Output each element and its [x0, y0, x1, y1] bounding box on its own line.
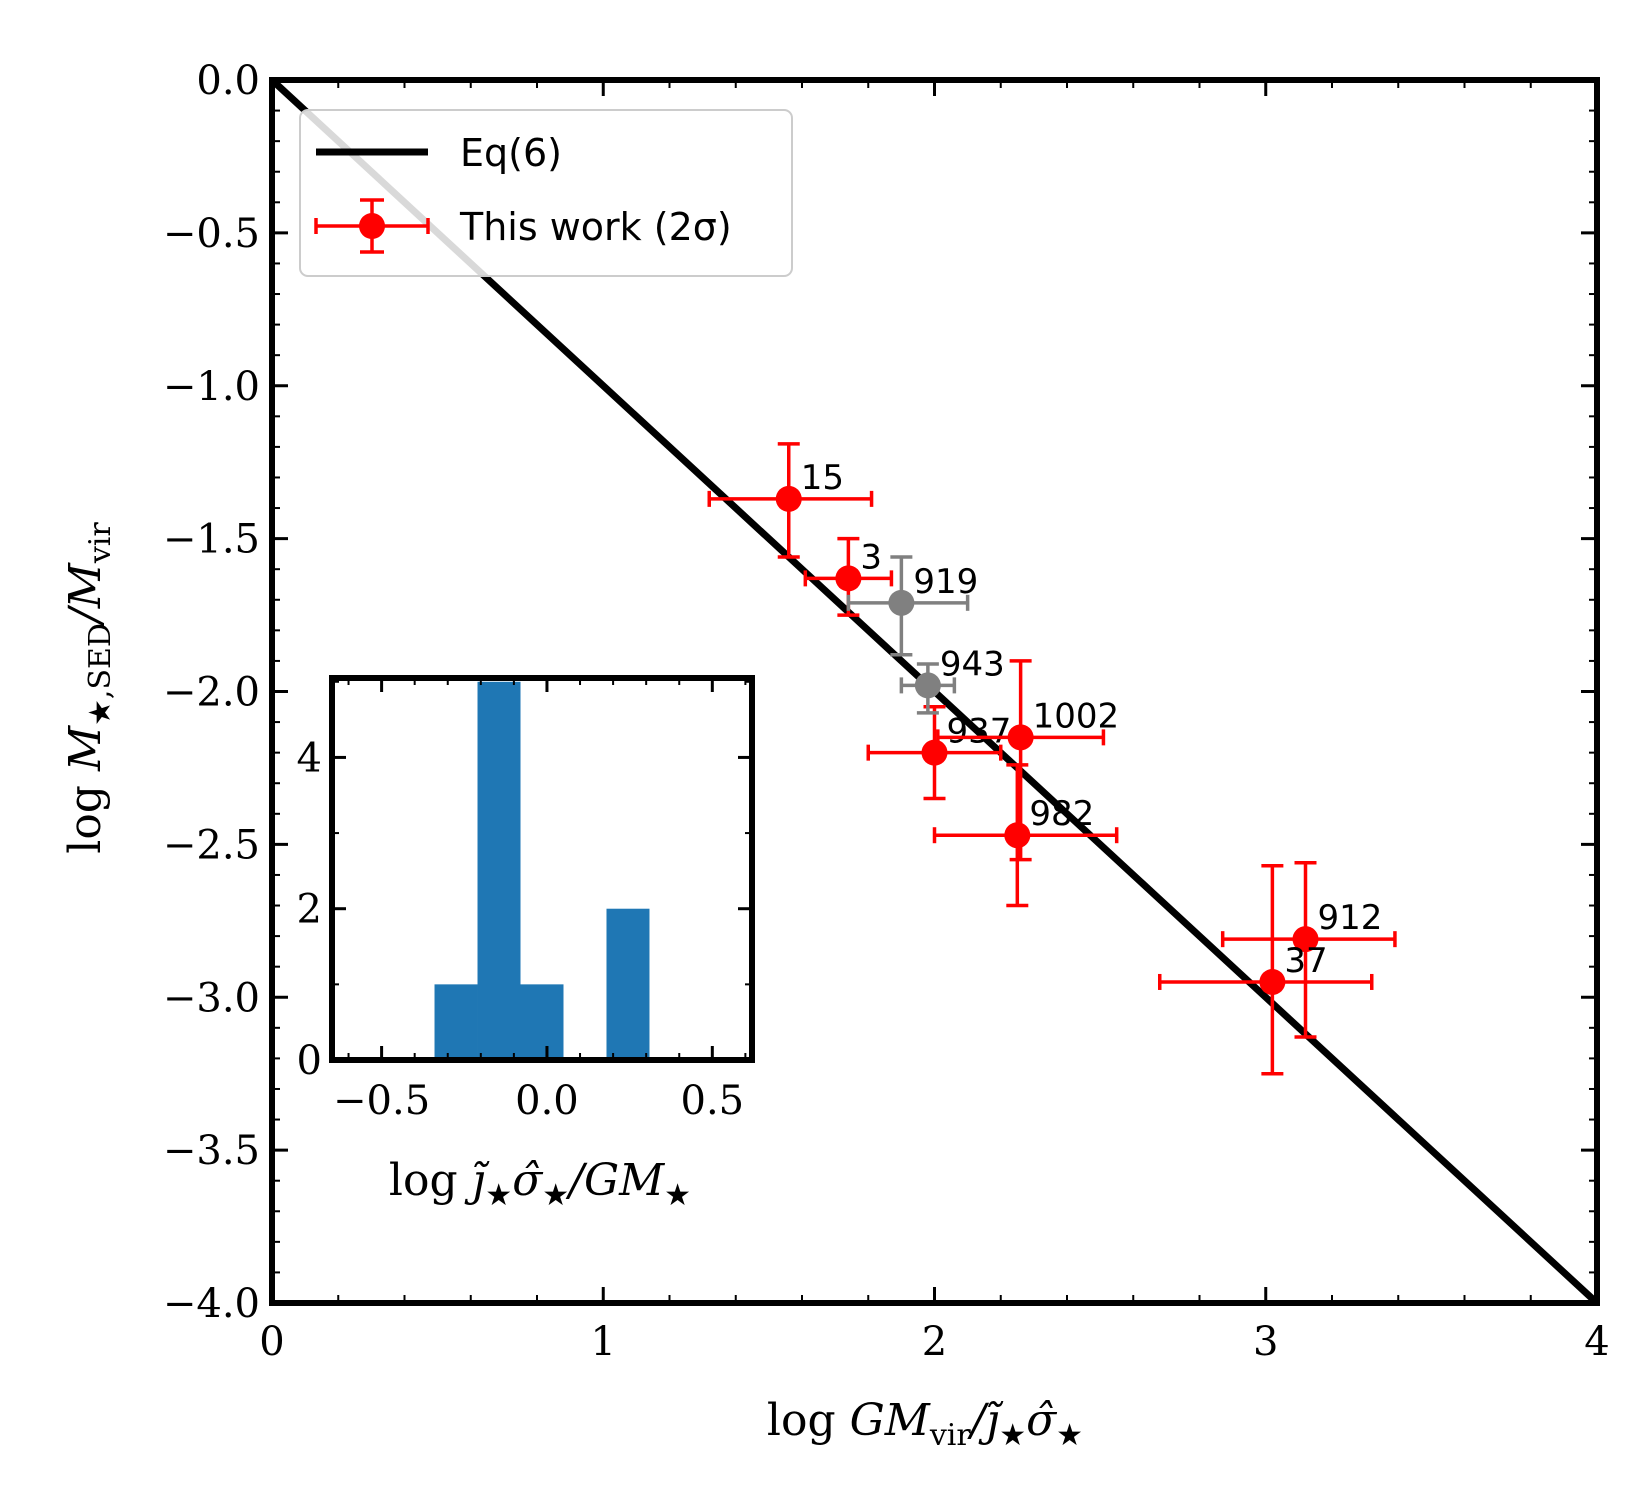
point-label: 37 — [1284, 941, 1327, 981]
histogram-bar — [477, 681, 521, 1060]
y-tick-label: −4.0 — [163, 1281, 260, 1327]
main-plot: 0 1 2 3 4 0.0 −0.5 −1.0 −1.5 −2.0 −2.5 −3.0 −3.5 −4.0… — [163, 58, 1610, 1365]
point-label: 3 — [860, 537, 882, 577]
legend-label-this-work: This work (2σ) — [459, 205, 732, 249]
x-tick-label: 2 — [922, 1319, 947, 1365]
data-point-37: 37 — [1158, 864, 1374, 1076]
legend: Eq(6) This work (2σ) — [299, 109, 793, 277]
data-point-912: 912 — [1220, 860, 1397, 1039]
marker — [888, 589, 915, 616]
marker — [921, 739, 948, 766]
point-label: 912 — [1318, 898, 1383, 938]
y-tick-label: −2.5 — [163, 822, 260, 868]
data-point-3: 3 — [803, 536, 894, 617]
main-plot-frame — [269, 77, 1600, 1306]
y-tick-label: −3.5 — [163, 1128, 260, 1174]
marker — [775, 485, 802, 512]
marker — [1259, 968, 1286, 995]
y-tick-label: −1.0 — [163, 364, 260, 410]
y-tick-label: 0.0 — [196, 58, 260, 104]
histogram-bar — [434, 984, 478, 1060]
inset-x-tick-label: 0.5 — [681, 1078, 745, 1124]
x-tick-label: 1 — [591, 1319, 616, 1365]
histogram-bar — [520, 984, 564, 1060]
inset-y-tick-label: 4 — [297, 735, 322, 781]
inset-histogram: −0.5 0.0 0.5 0 2 4 — [297, 675, 755, 1124]
x-tick-label: 3 — [1253, 1319, 1278, 1365]
inset-y-tick-label: 2 — [297, 887, 322, 933]
point-label: 943 — [940, 644, 1005, 684]
marker — [1292, 926, 1319, 953]
inset-y-tick-label: 0 — [297, 1038, 322, 1084]
point-label: 937 — [947, 712, 1012, 752]
point-label: 1002 — [1033, 696, 1120, 736]
data-point-943: 943 — [899, 644, 1005, 715]
point-label: 15 — [801, 458, 844, 498]
inset-frame — [329, 675, 755, 1063]
legend-marker — [359, 213, 385, 239]
marker — [1004, 822, 1031, 849]
y-tick-label: −3.0 — [163, 975, 260, 1021]
y-tick-label: −1.5 — [163, 517, 260, 563]
inset-x-tick-label: 0.0 — [515, 1078, 579, 1124]
data-point-937: 937 — [866, 705, 1012, 801]
data-point-15: 15 — [707, 442, 874, 559]
inset-x-tick-label: −0.5 — [333, 1078, 430, 1124]
point-label: 919 — [913, 562, 978, 602]
marker — [1007, 724, 1034, 751]
point-label: 982 — [1029, 794, 1094, 834]
y-tick-label: −0.5 — [163, 211, 260, 257]
data-point-982: 982 — [932, 763, 1119, 908]
marker — [914, 672, 941, 699]
legend-label-eq6: Eq(6) — [460, 131, 562, 175]
histogram-bar — [606, 908, 650, 1060]
y-tick-label: −2.0 — [163, 670, 260, 716]
marker — [835, 565, 862, 592]
data-point-919: 919 — [846, 555, 978, 657]
x-tick-label: 0 — [259, 1319, 284, 1365]
x-axis-title: log GMvir/j̃★σ̂★ — [767, 1395, 1083, 1453]
inset-x-axis-title: log j̃★σ̂★/GM★ — [389, 1155, 691, 1213]
x-tick-label: 4 — [1584, 1319, 1609, 1365]
